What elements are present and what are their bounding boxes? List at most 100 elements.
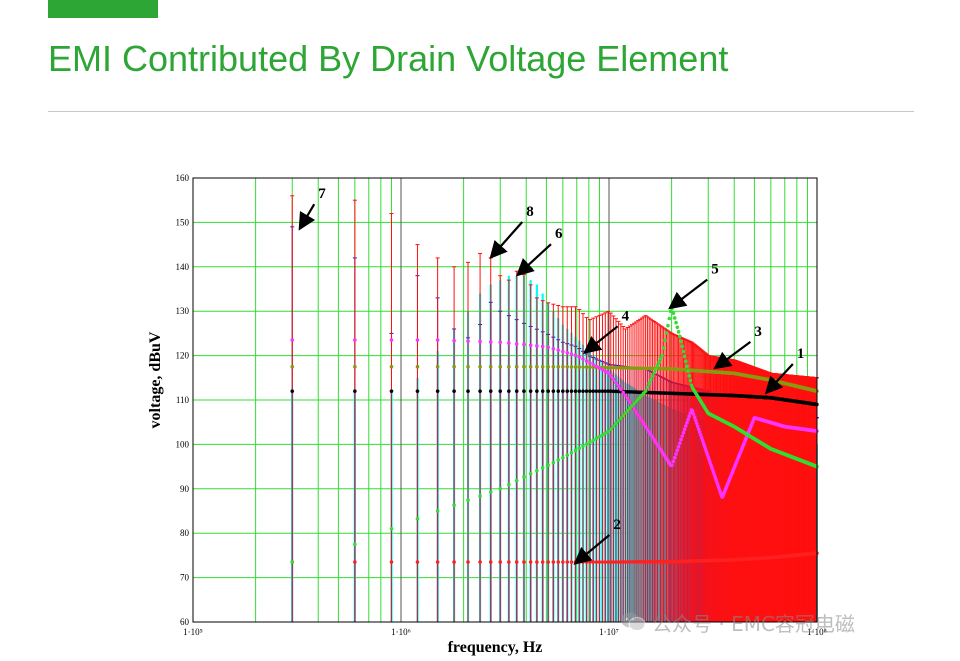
point-3 — [551, 364, 556, 369]
point-4 — [603, 369, 608, 374]
point-3 — [353, 364, 357, 369]
y-tick-label: 130 — [176, 306, 190, 316]
point-3 — [478, 364, 482, 369]
plot-frame — [192, 177, 818, 623]
point-1 — [535, 389, 539, 393]
point-5 — [671, 311, 676, 316]
point-5 — [551, 460, 556, 465]
y-tick-label: 100 — [176, 439, 190, 449]
point-5 — [676, 330, 681, 334]
point-5 — [478, 494, 482, 498]
point-3 — [556, 364, 561, 369]
point-4 — [692, 415, 697, 419]
point-2 — [478, 560, 482, 564]
point-3 — [389, 364, 394, 369]
point-1 — [528, 389, 533, 393]
annotation-label-5: 5 — [711, 262, 719, 278]
point-1 — [591, 389, 596, 393]
point-4 — [619, 387, 623, 392]
point-4 — [488, 340, 493, 344]
point-4 — [581, 357, 585, 361]
point-5 — [683, 359, 688, 364]
point-1 — [478, 389, 482, 393]
point-5 — [621, 413, 625, 418]
annotation-label-7: 7 — [318, 186, 326, 202]
point-2 — [584, 560, 589, 564]
annotation-arrow-2 — [573, 534, 611, 565]
annotation-arrow-3 — [713, 340, 752, 370]
point-1 — [577, 389, 582, 393]
point-1 — [522, 389, 526, 393]
point-5 — [674, 320, 678, 325]
point-5 — [687, 374, 692, 378]
point-5 — [611, 424, 616, 429]
watermark-text: 公众号 · EMC容冠电磁 — [652, 611, 855, 636]
axis-ticks: 60 70 80 90 100 110 120 130 140 150 160 1·10⁵ 1·10⁶ 1… — [176, 173, 827, 637]
point-3 — [588, 365, 592, 370]
point-3 — [577, 365, 582, 369]
point-5 — [603, 431, 608, 436]
y-axis-label: voltage, dBuV — [147, 331, 164, 428]
point-3 — [528, 364, 533, 369]
point-4 — [682, 427, 687, 432]
point-2 — [546, 560, 550, 564]
point-1 — [389, 389, 394, 393]
point-5 — [681, 349, 686, 354]
point-4 — [702, 444, 707, 449]
point-4 — [636, 413, 640, 417]
point-2 — [415, 560, 420, 564]
point-4 — [670, 463, 674, 468]
point-5 — [535, 468, 539, 473]
point-4 — [478, 339, 482, 344]
point-1 — [507, 389, 511, 393]
point-3 — [546, 364, 550, 369]
point-4 — [588, 361, 592, 365]
point-5 — [625, 408, 630, 413]
annotation-label-3: 3 — [754, 324, 762, 340]
point-5 — [689, 383, 694, 387]
point-4 — [650, 435, 655, 440]
point-2 — [611, 560, 616, 564]
point-5 — [556, 458, 561, 462]
point-5 — [667, 316, 672, 321]
point-4 — [389, 338, 394, 342]
point-1 — [498, 389, 503, 393]
point-3 — [565, 364, 570, 369]
point-1 — [514, 389, 519, 393]
point-4 — [561, 349, 565, 354]
point-5 — [600, 433, 605, 437]
point-4 — [697, 430, 702, 434]
point-5 — [619, 416, 623, 420]
point-2 — [614, 560, 618, 564]
y-tick-label: 110 — [176, 395, 190, 405]
annotations: 7 8 6 5 4 3 1 2 — [298, 186, 804, 565]
y-tick-label: 80 — [180, 528, 190, 538]
point-4 — [672, 455, 677, 460]
point-4 — [535, 344, 539, 348]
point-4 — [695, 424, 700, 429]
point-4 — [540, 344, 545, 349]
point-5 — [675, 325, 680, 330]
point-4 — [632, 407, 636, 411]
point-4 — [606, 371, 610, 375]
point-4 — [577, 355, 582, 359]
x-tick-label: 1·10⁷ — [599, 627, 619, 637]
point-4 — [623, 393, 628, 398]
point-5 — [649, 377, 653, 382]
point-1 — [608, 389, 613, 393]
point-1 — [597, 389, 602, 393]
y-tick-label: 160 — [176, 173, 190, 183]
point-5 — [488, 490, 493, 494]
x-tick-label: 1·10⁵ — [183, 627, 203, 637]
point-3 — [569, 365, 574, 369]
point-5 — [452, 503, 456, 507]
point-5 — [594, 436, 599, 441]
point-5 — [655, 363, 660, 368]
point-4 — [551, 346, 556, 351]
point-2 — [498, 560, 503, 564]
point-2 — [556, 560, 561, 564]
point-5 — [546, 463, 550, 467]
point-4 — [691, 412, 696, 416]
point-4 — [698, 433, 703, 437]
point-1 — [561, 389, 565, 393]
